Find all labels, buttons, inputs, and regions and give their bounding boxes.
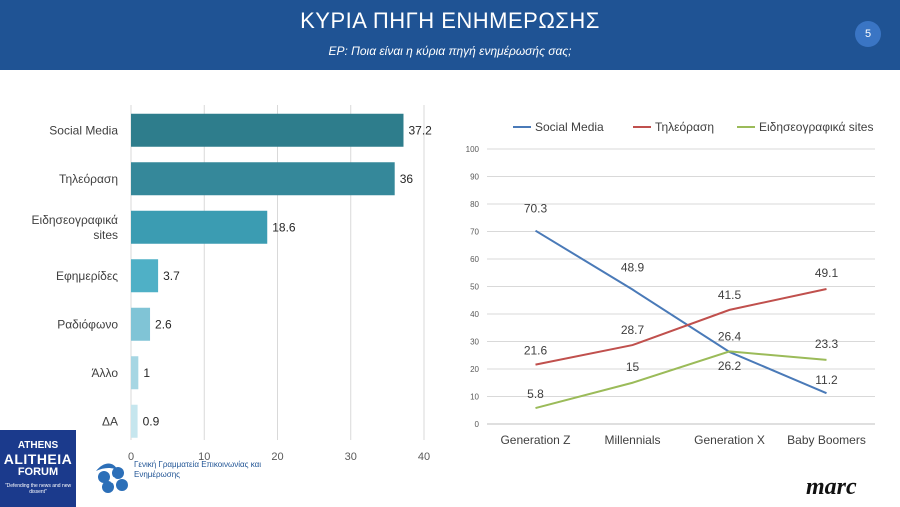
legend-label: Ειδησεογραφικά sites: [759, 120, 873, 134]
x-category-label: Generation X: [694, 433, 765, 447]
athens-alitheia-forum-logo: ATHENS ALITHEIA FORUM "Defending the new…: [0, 430, 76, 507]
series-line: [535, 287, 827, 366]
category-label: ΔΑ: [102, 414, 118, 428]
y-tick-label: 20: [470, 365, 479, 374]
data-label: 49.1: [815, 266, 839, 280]
data-label: 36: [400, 172, 414, 186]
gov-logo-text: Γενική Γραμματεία Επικοινωνίας και Ενημέ…: [134, 460, 261, 479]
y-tick-label: 70: [470, 228, 479, 237]
data-label: 5.8: [527, 387, 544, 401]
data-label: 41.5: [718, 288, 742, 302]
gov-logo-icon: [96, 463, 128, 493]
data-label: 70.3: [524, 202, 548, 216]
marc-logo: marc: [806, 474, 857, 500]
category-label: sites: [93, 228, 118, 242]
data-label: 11.2: [815, 373, 838, 387]
y-tick-label: 10: [470, 393, 479, 402]
data-label: 2.6: [155, 317, 172, 331]
data-label: 26.2: [718, 359, 742, 373]
legend-label: Τηλεόραση: [655, 120, 714, 134]
data-label: 48.9: [621, 261, 645, 275]
x-category-label: Baby Boomers: [787, 433, 866, 447]
line-chart: 0 10 20 30 40 50 60 70 80 90 100 Generation Z Millen…: [466, 120, 875, 447]
bar: [131, 404, 138, 438]
y-tick-label: 40: [470, 310, 479, 319]
category-label: Τηλεόραση: [59, 172, 118, 186]
data-label: 15: [626, 360, 640, 374]
x-tick-label: 40: [418, 451, 430, 463]
bar: [131, 210, 268, 244]
y-tick-label: 30: [470, 338, 479, 347]
legend-label: Social Media: [535, 120, 604, 134]
bar: [131, 259, 159, 293]
y-tick-label: 60: [470, 255, 479, 264]
x-tick-label: 30: [345, 451, 357, 463]
bar: [131, 356, 139, 390]
bar: [131, 113, 404, 147]
category-label: Εφημερίδες: [56, 269, 118, 283]
data-label: 23.3: [815, 337, 839, 351]
data-label: 1: [143, 366, 150, 380]
series-line: [534, 229, 827, 395]
category-label: Άλλο: [91, 366, 118, 380]
bar-chart: 0 10 20 30 40 Social Media 37.2 Τηλεόραση 36 Ειδη…: [32, 105, 432, 463]
data-label: 26.4: [718, 329, 742, 343]
bar: [131, 162, 395, 196]
category-label: Ειδησεογραφικά: [32, 213, 119, 227]
header-banner: ΚΥΡΙΑ ΠΗΓΗ ΕΝΗΜΕΡΩΣΗΣ ΕΡ: Ποια είναι η κ…: [0, 0, 900, 70]
y-tick-label: 80: [470, 200, 479, 209]
bar: [131, 307, 151, 341]
data-label: 18.6: [272, 220, 296, 234]
page-number-badge: 5: [855, 21, 881, 47]
page-title: ΚΥΡΙΑ ΠΗΓΗ ΕΝΗΜΕΡΩΣΗΣ: [300, 8, 600, 33]
x-tick-label: 0: [128, 451, 134, 463]
data-label: 21.6: [524, 344, 548, 358]
y-tick-label: 100: [466, 145, 480, 154]
data-label: 37.2: [408, 123, 432, 137]
x-tick-label: 20: [271, 451, 283, 463]
series-line: [535, 350, 827, 410]
x-category-label: Generation Z: [500, 433, 570, 447]
data-label: 3.7: [163, 269, 180, 283]
y-tick-label: 50: [470, 283, 479, 292]
data-label: 0.9: [143, 414, 160, 428]
x-category-label: Millennials: [604, 433, 660, 447]
category-label: Social Media: [49, 123, 118, 137]
y-tick-label: 90: [470, 173, 479, 182]
y-tick-label: 0: [475, 420, 480, 429]
data-label: 28.7: [621, 323, 645, 337]
page-subtitle: ΕΡ: Ποια είναι η κύρια πηγή ενημέρωσής σ…: [328, 44, 572, 58]
category-label: Ραδιόφωνο: [57, 317, 118, 331]
x-tick-label: 10: [198, 451, 210, 463]
